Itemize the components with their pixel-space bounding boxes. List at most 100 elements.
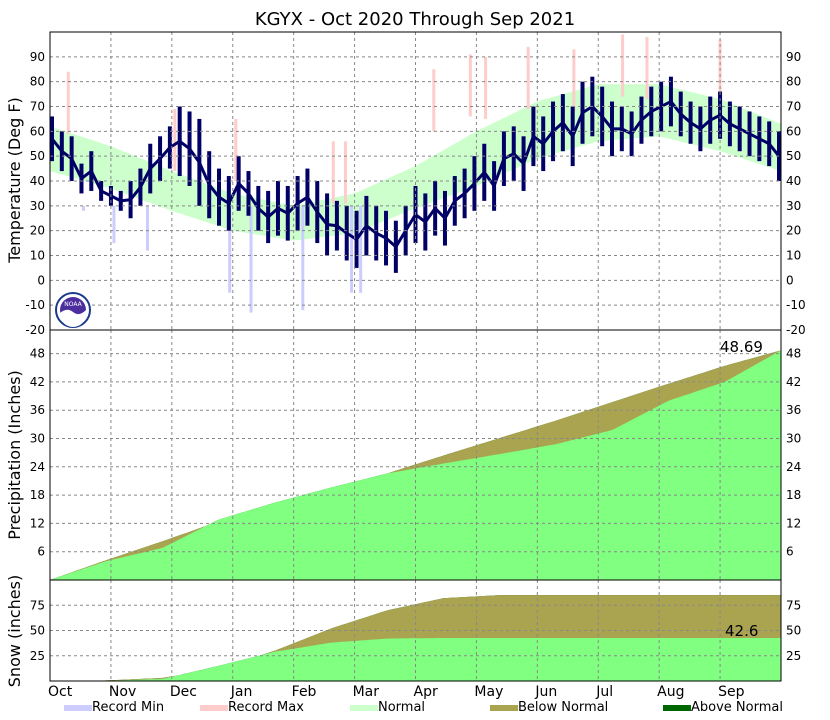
record-min-spike-5 (301, 205, 305, 311)
noaa-logo: NOAA (55, 292, 91, 328)
legend: Record Min Record Max Normal Below Normal Ab… (64, 700, 783, 715)
snow-axis-label: Snow (inches) (5, 575, 24, 687)
temperature-tick-left--20: -20 (25, 323, 45, 337)
precipitation-tick-left-48: 48 (30, 347, 45, 361)
chart-title: KGYX - Oct 2020 Through Sep 2021 (255, 9, 575, 30)
temperature-tick-left-80: 80 (30, 75, 45, 89)
month-label-dec: Dec (170, 684, 197, 700)
record-max-spike-8 (526, 46, 530, 109)
month-label-jul: Jul (595, 684, 613, 700)
month-label-oct: Oct (48, 684, 73, 700)
legend-label-normal: Normal (378, 700, 425, 715)
observed-temp-bar-45 (492, 161, 497, 211)
precipitation-axis-label: Precipitation (Inches) (5, 370, 24, 540)
legend-label-record-min: Record Min (92, 700, 164, 715)
precipitation-tick-left-12: 12 (30, 516, 45, 530)
snow-tick-right-50: 50 (786, 624, 801, 638)
precip-total-label: 48.69 (720, 338, 763, 356)
precipitation-tick-left-18: 18 (30, 488, 45, 502)
observed-temp-bar-52 (560, 94, 565, 152)
month-label-jun: Jun (534, 684, 557, 700)
snow-tick-right-25: 25 (786, 649, 801, 663)
month-label-may: May (474, 684, 503, 700)
month-labels: Oct Nov Dec Jan Feb Mar Apr May Jun Jul Aug Sep (48, 684, 745, 700)
temperature-tick-right-0: 0 (786, 273, 794, 287)
temperature-tick-left-40: 40 (30, 174, 45, 188)
record-max-spike-10 (621, 34, 625, 97)
precipitation-tick-right-6: 6 (786, 545, 794, 559)
record-max-spike-5 (432, 69, 436, 132)
snow-tick-left-75: 75 (30, 598, 45, 612)
month-label-mar: Mar (353, 684, 380, 700)
record-max-spike-0 (66, 71, 70, 134)
snow-tick-left-25: 25 (30, 649, 45, 663)
month-label-apr: Apr (414, 684, 438, 700)
temperature-tick-left-20: 20 (30, 224, 45, 238)
record-min-spike-1 (112, 205, 116, 244)
month-label-feb: Feb (292, 684, 317, 700)
legend-label-below-normal: Below Normal (518, 700, 608, 715)
temperature-tick-right-10: 10 (786, 249, 801, 263)
temperature-tick-right-90: 90 (786, 50, 801, 64)
month-label-aug: Aug (657, 684, 684, 700)
temperature-tick-left-50: 50 (30, 149, 45, 163)
temperature-tick-right--20: -20 (786, 323, 806, 337)
temperature-tick-right-50: 50 (786, 149, 801, 163)
precipitation-tick-left-6: 6 (37, 545, 45, 559)
precipitation-tick-right-30: 30 (786, 431, 801, 445)
precipitation-tick-right-48: 48 (786, 347, 801, 361)
temperature-tick-right-30: 30 (786, 199, 801, 213)
record-min-spike-2 (145, 205, 149, 251)
legend-swatch-record-min (64, 705, 92, 711)
temperature-tick-right-70: 70 (786, 100, 801, 114)
record-max-spike-1 (173, 108, 177, 172)
month-label-jan: Jan (230, 684, 253, 700)
record-max-spike-7 (484, 56, 488, 119)
precipitation-tick-left-42: 42 (30, 375, 45, 389)
record-min-spike-4 (249, 205, 253, 313)
temperature-tick-left-90: 90 (30, 50, 45, 64)
temperature-tick-left--10: -10 (25, 298, 45, 312)
record-max-spike-6 (468, 54, 472, 117)
precipitation-tick-right-36: 36 (786, 403, 801, 417)
precipitation-tick-left-30: 30 (30, 431, 45, 445)
snow-panel: 25 25 50 50 75 75 42.6 (30, 579, 801, 682)
temperature-tick-left-60: 60 (30, 124, 45, 138)
observed-temp-bar-27 (315, 181, 320, 244)
temperature-tick-right-60: 60 (786, 124, 801, 138)
temperature-tick-left-30: 30 (30, 199, 45, 213)
legend-swatch-below-normal (490, 705, 518, 711)
precipitation-tick-right-24: 24 (786, 460, 801, 474)
legend-label-record-max: Record Max (228, 700, 304, 715)
temperature-tick-left-70: 70 (30, 100, 45, 114)
observed-temp-bar-10 (148, 143, 153, 194)
legend-swatch-normal (350, 705, 378, 711)
record-max-spike-3 (331, 141, 335, 204)
snow-tick-right-75: 75 (786, 598, 801, 612)
legend-swatch-record-max (200, 705, 228, 711)
record-min-spike-7 (359, 205, 363, 293)
observed-temp-bar-65 (688, 101, 693, 144)
snow-frame (49, 579, 782, 682)
temperature-tick-right-40: 40 (786, 174, 801, 188)
precipitation-tick-right-42: 42 (786, 375, 801, 389)
temperature-tick-right--10: -10 (786, 298, 806, 312)
precipitation-tick-right-12: 12 (786, 516, 801, 530)
precipitation-tick-left-24: 24 (30, 460, 45, 474)
temperature-tick-right-80: 80 (786, 75, 801, 89)
record-min-spike-3 (228, 205, 232, 293)
month-label-sep: Sep (718, 684, 745, 700)
observed-temp-bar-20 (246, 171, 251, 216)
temperature-tick-right-20: 20 (786, 224, 801, 238)
record-max-spike-9 (572, 49, 576, 112)
snow-total-label: 42.6 (725, 622, 758, 640)
record-min-spike-0 (82, 205, 86, 211)
legend-swatch-above-normal (663, 705, 691, 711)
observed-temp-bar-0 (50, 116, 54, 162)
precipitation-panel: 6 6 12 12 18 18 24 24 30 30 36 36 42 42 48 48 48.69 (30, 329, 801, 581)
legend-label-above-normal: Above Normal (691, 700, 783, 715)
record-max-spike-11 (645, 36, 649, 100)
temperature-tick-left-0: 0 (37, 273, 45, 287)
temperature-axis-label: Temperature (Deg F) (5, 97, 24, 264)
temperature-tick-left-10: 10 (30, 249, 45, 263)
